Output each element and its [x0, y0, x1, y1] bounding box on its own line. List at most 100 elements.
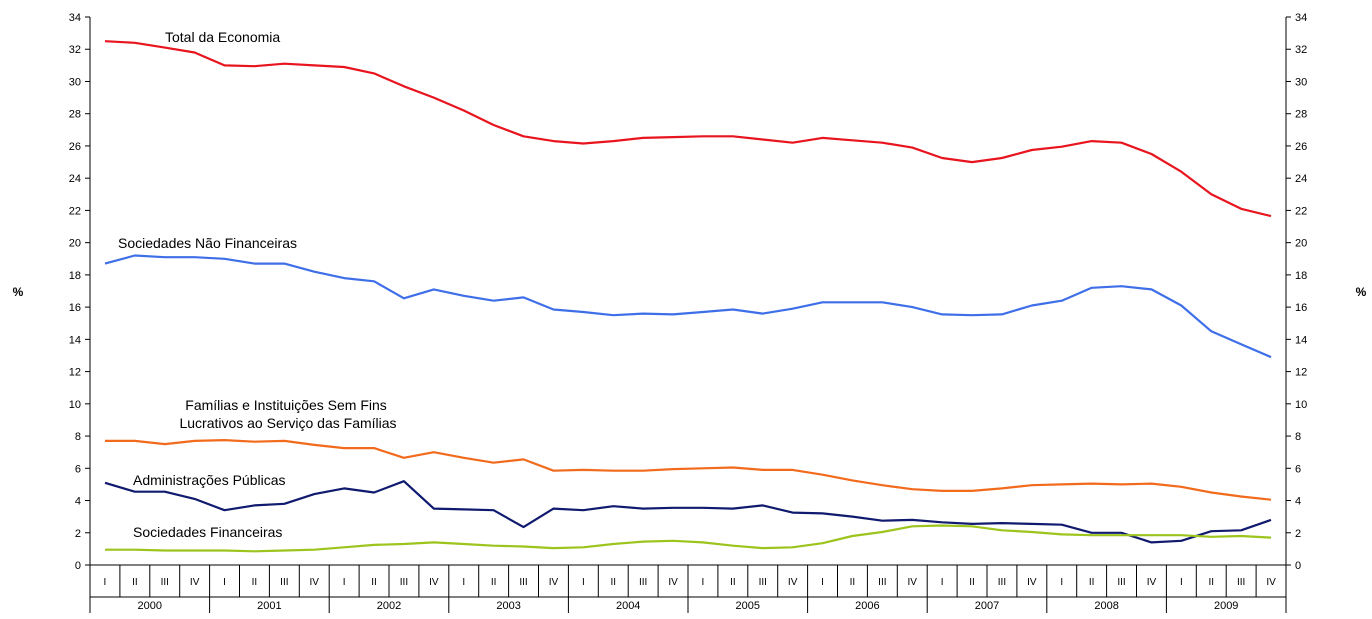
line-sociedades-financeiras	[105, 524, 1272, 553]
x-quarter-label: III	[161, 577, 169, 588]
x-quarter-label: IV	[668, 577, 678, 588]
y-tick-label-right: 18	[1295, 270, 1307, 282]
series-labels: Total da Economia Sociedades Não Finance…	[118, 29, 397, 540]
x-quarter-label: III	[400, 577, 408, 588]
x-quarter-label: II	[252, 577, 258, 588]
series-label-familias-line2: Lucrativos ao Serviço das Famílias	[179, 415, 396, 431]
y-tick-label-right: 20	[1295, 238, 1307, 250]
y-tick-label-left: 24	[69, 173, 81, 185]
x-year-label: 2004	[616, 600, 640, 612]
x-year-label: 2005	[736, 600, 760, 612]
y-tick-label-left: 4	[75, 496, 81, 508]
y-tick-label-left: 8	[75, 431, 81, 443]
x-quarter-label: IV	[1027, 577, 1037, 588]
y-tick-label-left: 32	[69, 44, 81, 56]
x-year-label: 2009	[1214, 600, 1238, 612]
x-quarter-label: III	[998, 577, 1006, 588]
x-quarter-label: IV	[788, 577, 798, 588]
x-quarter-label: I	[1060, 577, 1063, 588]
x-quarter-label: IV	[190, 577, 200, 588]
x-quarter-label: III	[1237, 577, 1245, 588]
y-tick-label-left: 14	[69, 334, 81, 346]
y-tick-label-left: 16	[69, 302, 81, 314]
x-quarter-label: III	[639, 577, 647, 588]
y-tick-label-right: 28	[1295, 109, 1307, 121]
y-tick-label-right: 14	[1295, 334, 1307, 346]
x-quarter-label: III	[878, 577, 886, 588]
x-quarter-label: I	[821, 577, 824, 588]
y-tick-label-left: 10	[69, 399, 81, 411]
x-year-label: 2008	[1094, 600, 1118, 612]
x-quarter-label: III	[280, 577, 288, 588]
y-tick-label-left: 12	[69, 367, 81, 379]
x-quarter-label: II	[969, 577, 975, 588]
x-quarter-label: IV	[1147, 577, 1157, 588]
x-quarter-label: II	[850, 577, 856, 588]
x-quarter-label: I	[343, 577, 346, 588]
x-quarter-label: III	[1117, 577, 1125, 588]
series-label-ap: Administrações Públicas	[133, 472, 286, 488]
x-quarter-label: I	[702, 577, 705, 588]
line-sociedades-nao-financeiras	[104, 254, 1272, 359]
y-tick-label-left: 18	[69, 270, 81, 282]
y-tick-label-left: 26	[69, 141, 81, 153]
series-label-total: Total da Economia	[165, 29, 280, 45]
x-quarter-label: II	[491, 577, 497, 588]
x-quarter-label: I	[1180, 577, 1183, 588]
x-quarter-label: I	[941, 577, 944, 588]
series-label-snf: Sociedades Não Financeiras	[118, 235, 297, 251]
y-tick-label-left: 34	[69, 12, 81, 24]
x-quarter-label: I	[104, 577, 107, 588]
x-quarter-label: I	[582, 577, 585, 588]
y-axis-unit-left: %	[13, 285, 24, 299]
x-quarter-label: II	[610, 577, 616, 588]
series-lines	[104, 40, 1272, 553]
y-tick-label-left: 28	[69, 109, 81, 121]
x-year-label: 2003	[496, 600, 520, 612]
line-familias	[105, 439, 1272, 501]
x-quarter-label: III	[519, 577, 527, 588]
x-quarter-label: IV	[310, 577, 320, 588]
series-label-familias: Famílias e Instituições Sem Fins Lucrati…	[179, 397, 396, 431]
x-year-label: 2000	[138, 600, 162, 612]
y-tick-label-right: 6	[1295, 463, 1301, 475]
series-label-sf: Sociedades Financeiras	[133, 524, 282, 540]
y-tick-label-left: 2	[75, 528, 81, 540]
y-tick-label-right: 8	[1295, 431, 1301, 443]
y-tick-label-right: 24	[1295, 173, 1307, 185]
x-quarter-label: IV	[1266, 577, 1276, 588]
line-administracoes-publicas	[104, 480, 1272, 544]
x-quarter-label: IV	[908, 577, 918, 588]
y-tick-label-left: 30	[69, 76, 81, 88]
y-tick-label-right: 34	[1295, 12, 1307, 24]
x-quarter-label: I	[223, 577, 226, 588]
x-quarter-label: II	[1208, 577, 1214, 588]
x-quarter-label: II	[730, 577, 736, 588]
line-total-economia	[104, 40, 1272, 218]
x-year-label: 2006	[855, 600, 879, 612]
x-quarter-label: III	[759, 577, 767, 588]
x-quarter-label: IV	[429, 577, 439, 588]
y-tick-label-right: 32	[1295, 44, 1307, 56]
y-tick-label-right: 10	[1295, 399, 1307, 411]
series-label-familias-line1: Famílias e Instituições Sem Fins	[185, 397, 387, 413]
y-tick-label-right: 16	[1295, 302, 1307, 314]
y-tick-label-left: 20	[69, 238, 81, 250]
y-tick-label-left: 0	[75, 560, 81, 572]
x-quarter-label: II	[371, 577, 377, 588]
y-tick-label-left: 6	[75, 463, 81, 475]
y-tick-label-right: 4	[1295, 496, 1301, 508]
x-quarter-label: IV	[549, 577, 559, 588]
y-tick-label-right: 0	[1295, 560, 1301, 572]
x-quarter-label: II	[132, 577, 138, 588]
y-tick-label-right: 12	[1295, 367, 1307, 379]
y-tick-label-right: 22	[1295, 205, 1307, 217]
x-year-label: 2001	[257, 600, 281, 612]
y-tick-label-right: 30	[1295, 76, 1307, 88]
y-tick-label-left: 22	[69, 205, 81, 217]
y-axis-unit-right: %	[1356, 285, 1367, 299]
y-tick-label-right: 2	[1295, 528, 1301, 540]
x-quarter-label: I	[462, 577, 465, 588]
